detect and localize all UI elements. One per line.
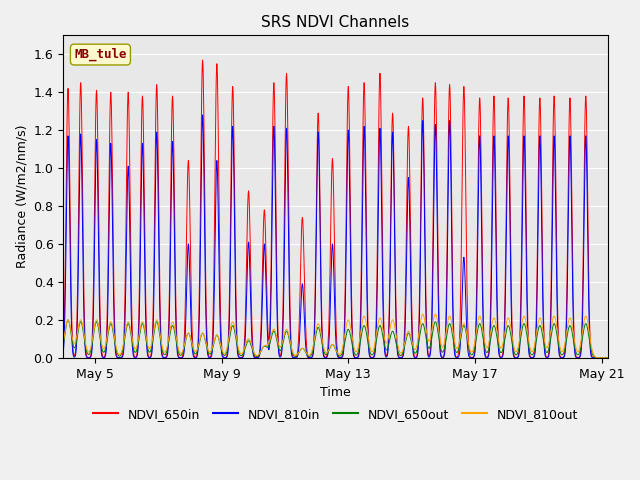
X-axis label: Time: Time [320, 386, 351, 399]
Title: SRS NDVI Channels: SRS NDVI Channels [262, 15, 410, 30]
Text: MB_tule: MB_tule [74, 48, 127, 61]
Y-axis label: Radiance (W/m2/nm/s): Radiance (W/m2/nm/s) [15, 125, 28, 268]
Legend: NDVI_650in, NDVI_810in, NDVI_650out, NDVI_810out: NDVI_650in, NDVI_810in, NDVI_650out, NDV… [88, 403, 583, 426]
